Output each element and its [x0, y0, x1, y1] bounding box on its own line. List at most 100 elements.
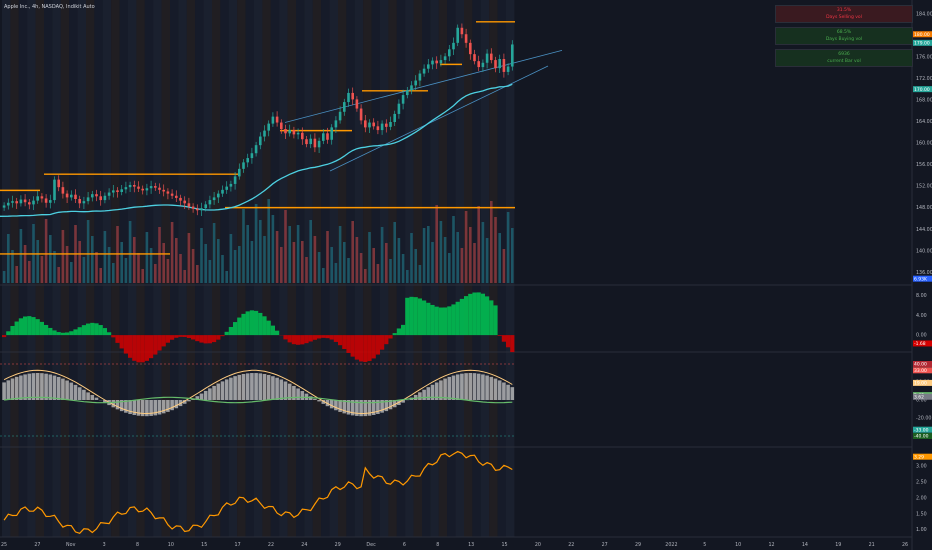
candle-body	[120, 189, 123, 192]
candle-body	[393, 113, 396, 122]
macd-bar	[460, 373, 464, 400]
histogram-oscillator-pane[interactable]	[1, 292, 515, 363]
histogram-bar	[329, 335, 334, 340]
price-tick-label: 176.00	[916, 54, 932, 60]
macd-bar	[90, 395, 95, 400]
line-oscillator-pane[interactable]	[3, 450, 513, 534]
candle-body	[11, 201, 14, 203]
session-band	[245, 0, 254, 537]
macd-bar	[363, 400, 368, 417]
volume-bar	[200, 228, 203, 283]
candle-body	[422, 68, 426, 74]
histogram-bar	[254, 310, 259, 336]
volume-bar	[70, 262, 73, 283]
macd-bar	[82, 389, 86, 400]
volume-bar	[162, 243, 165, 283]
volume-bar	[221, 255, 224, 283]
time-tick-label: 10	[168, 542, 174, 548]
volume-bar	[330, 247, 333, 283]
histogram-bar	[447, 306, 452, 336]
histogram-bar	[262, 316, 267, 336]
volume-bar	[376, 264, 380, 283]
time-tick-label: 29	[335, 542, 341, 548]
histogram-bar	[258, 312, 263, 336]
macd-bar	[388, 400, 393, 410]
macd-bar	[468, 373, 473, 400]
price-axis[interactable]: 184.00 180.00 176.00 172.00 168.00 164.00 160.…	[913, 11, 932, 533]
candle-body	[456, 27, 459, 43]
volume-bar	[166, 259, 170, 283]
histogram-bar	[23, 316, 28, 336]
candle-body	[418, 73, 422, 81]
price-tag	[913, 275, 932, 282]
candle-body	[301, 132, 304, 140]
volume-bar	[313, 236, 317, 283]
volume-bar	[91, 236, 94, 283]
macd-bar	[472, 373, 477, 400]
candle-body	[305, 139, 308, 145]
candle-body	[498, 59, 501, 69]
macd-bar	[300, 391, 305, 400]
candle-body	[78, 199, 81, 204]
histogram-bar	[434, 306, 439, 336]
histogram-bar	[73, 329, 78, 336]
histogram-bar	[283, 335, 288, 340]
macd-bar	[422, 389, 426, 400]
candle-body	[212, 197, 216, 201]
histogram-bar	[485, 296, 490, 336]
session-band	[287, 0, 296, 537]
time-axis[interactable]: 25 27 Nov 3 8 10 15 17 22 24 29 Dec 6 8 13 15 20 22 27 29 20…	[1, 542, 908, 548]
histogram-bar	[266, 320, 271, 336]
candle-body	[170, 193, 174, 196]
histogram-bar	[426, 302, 431, 336]
macd-tick-label: -20.00	[916, 416, 931, 422]
candle-body	[490, 53, 493, 61]
macd-bar	[254, 373, 258, 400]
histogram-bar	[14, 321, 19, 336]
session-band	[27, 0, 36, 537]
macd-bar	[128, 400, 132, 415]
histogram-bar	[27, 316, 32, 336]
macd-bar	[124, 400, 128, 413]
candle-body	[103, 195, 107, 201]
histogram-bar	[102, 328, 107, 336]
time-tick-label: 3	[103, 542, 106, 548]
volume-bar	[296, 225, 300, 283]
volume-bar	[343, 242, 346, 283]
time-tick-label: 27	[602, 542, 608, 548]
macd-bar	[266, 374, 271, 400]
candle-body	[53, 179, 56, 201]
volume-bar	[309, 220, 312, 283]
volume-bar	[229, 234, 233, 283]
macd-oscillator-pane[interactable]	[0, 363, 515, 437]
candle-body	[334, 120, 338, 128]
volume-bar	[154, 264, 157, 283]
volume-bar	[406, 270, 409, 283]
candle-body	[439, 60, 443, 64]
price-tick-label: 164.00	[916, 119, 932, 125]
volume-bar	[44, 219, 48, 283]
buying-volume-value: 68.5%	[836, 30, 852, 35]
histogram-bar	[6, 331, 11, 336]
candle-body	[196, 208, 199, 211]
histogram-bar	[304, 335, 309, 344]
price-pane[interactable]	[0, 21, 563, 283]
histogram-bar	[245, 311, 250, 336]
candle-body	[347, 92, 350, 103]
time-tick-label: 21	[869, 542, 875, 548]
histogram-bar	[77, 327, 82, 336]
histogram-bar	[174, 335, 179, 338]
session-band	[464, 0, 473, 537]
session-band	[86, 0, 95, 537]
macd-bar	[346, 400, 351, 415]
macd-bar	[19, 375, 23, 400]
histogram-bar	[342, 335, 347, 350]
session-band	[228, 0, 238, 537]
macd-bar	[56, 376, 61, 400]
volume-bar	[393, 222, 396, 283]
macd-bar	[241, 373, 246, 400]
session-band	[296, 0, 305, 537]
macd-bar	[103, 400, 107, 403]
price-tag-label: 6.93K	[914, 276, 928, 282]
